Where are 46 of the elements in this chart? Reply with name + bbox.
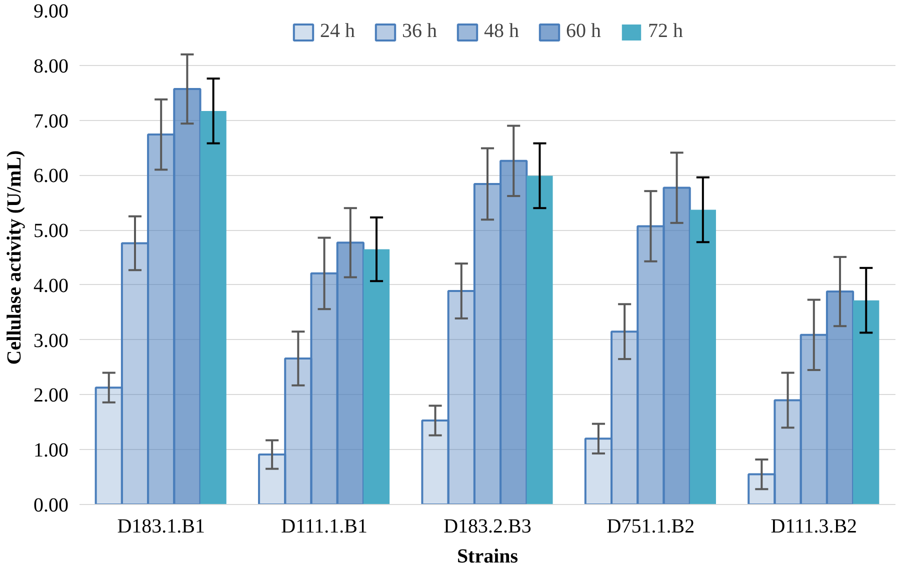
bar bbox=[473, 182, 502, 504]
x-tick-label: D111.3.B2 bbox=[770, 516, 858, 538]
bar bbox=[94, 386, 123, 504]
bar bbox=[421, 420, 450, 504]
legend-label: 48 h bbox=[484, 20, 519, 43]
legend-label: 24 h bbox=[320, 20, 355, 43]
y-tick-label: 5.00 bbox=[34, 220, 68, 242]
bar bbox=[258, 454, 286, 504]
legend-label: 60 h bbox=[566, 20, 601, 43]
bar bbox=[310, 272, 338, 504]
bar bbox=[120, 242, 150, 504]
x-tick-label: D111.1.B1 bbox=[281, 516, 368, 538]
x-axis-title: Strains bbox=[456, 546, 518, 568]
y-axis-title: Cellulase activity (U/mL) bbox=[4, 150, 26, 365]
bar bbox=[500, 160, 528, 504]
bar bbox=[147, 134, 176, 504]
bar bbox=[284, 357, 312, 504]
bar bbox=[826, 290, 854, 504]
bar bbox=[853, 300, 880, 504]
y-tick-label: 0.00 bbox=[34, 494, 68, 516]
x-tick-label: D183.1.B1 bbox=[117, 516, 206, 538]
bar bbox=[690, 210, 716, 504]
y-tick-label: 9.00 bbox=[34, 0, 68, 22]
bar bbox=[336, 242, 364, 504]
bar bbox=[526, 176, 553, 504]
y-tick-label: 1.00 bbox=[34, 440, 68, 462]
x-tick-label: D183.2.B3 bbox=[444, 516, 532, 538]
y-tick-label: 2.00 bbox=[34, 384, 68, 407]
y-tick-label: 8.00 bbox=[34, 55, 68, 78]
y-tick-label: 3.00 bbox=[34, 330, 68, 352]
bar bbox=[610, 330, 639, 504]
bar bbox=[774, 399, 802, 504]
bar bbox=[800, 334, 828, 504]
y-tick-label: 7.00 bbox=[34, 110, 68, 132]
y-tick-label: 4.00 bbox=[34, 274, 68, 297]
bar bbox=[636, 225, 665, 504]
bar bbox=[662, 186, 691, 504]
legend-label: 72 h bbox=[648, 20, 683, 43]
y-tick-label: 6.00 bbox=[34, 165, 68, 188]
bar bbox=[363, 249, 390, 504]
legend-label: 36 h bbox=[402, 20, 437, 43]
bar bbox=[173, 88, 202, 504]
x-tick-label: D751.1.B2 bbox=[606, 516, 695, 538]
bar bbox=[200, 110, 226, 504]
bar bbox=[447, 290, 476, 504]
bar bbox=[584, 438, 613, 504]
